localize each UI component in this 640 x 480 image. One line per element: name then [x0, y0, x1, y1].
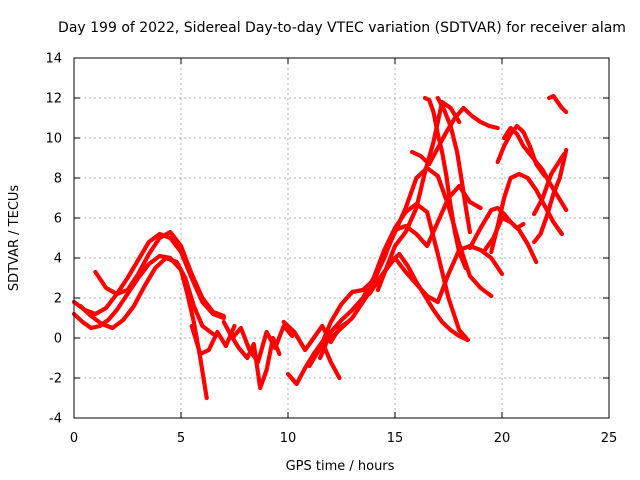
y-tick-label: 10 [45, 132, 62, 147]
x-axis-label: GPS time / hours [286, 459, 395, 474]
series-arc-16 [410, 105, 500, 167]
series-arc-18 [435, 95, 472, 235]
series-arc-5 [189, 323, 237, 357]
plot-border [73, 57, 610, 419]
series-arc-7 [228, 331, 282, 391]
y-tick-label: -4 [49, 412, 62, 427]
chart-title: Day 199 of 2022, Sidereal Day-to-day VTE… [58, 20, 626, 36]
y-tick-label: 14 [45, 52, 62, 67]
y-tick-label: 0 [54, 332, 62, 347]
series-layer [71, 93, 569, 401]
series-arc-26 [547, 93, 569, 115]
y-tick-label: 6 [54, 212, 62, 227]
y-axis-label: SDTVAR / TECUs [7, 185, 22, 292]
series-arc-4 [78, 255, 216, 337]
series-arc-24 [532, 147, 569, 245]
series-arc-8 [285, 339, 342, 387]
y-tick-label: 2 [54, 292, 62, 307]
series-arc-3 [93, 229, 226, 319]
x-tick-label: 25 [601, 431, 618, 446]
plot-frame [73, 57, 610, 419]
y-tick-label: 8 [54, 172, 62, 187]
tick-layer: 0 5 10 15 20 25 -4 -2 0 2 4 6 8 10 12 14 [45, 52, 617, 447]
y-tick-label: -2 [49, 372, 62, 387]
series-arc-25 [532, 151, 567, 217]
y-tick-label: 4 [54, 252, 62, 267]
x-tick-label: 5 [177, 431, 185, 446]
series-arc-2 [71, 253, 209, 401]
x-tick-label: 15 [387, 431, 404, 446]
x-tick-label: 20 [494, 431, 511, 446]
series-arc-17 [422, 95, 468, 271]
y-tick-label: 12 [45, 92, 62, 107]
x-tick-label: 0 [70, 431, 78, 446]
series-arc-15 [375, 99, 462, 293]
x-tick-label: 10 [280, 431, 297, 446]
